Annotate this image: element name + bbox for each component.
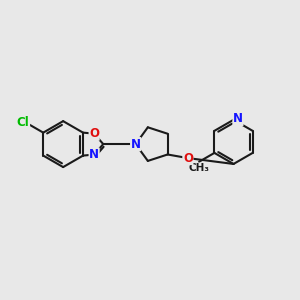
Text: O: O <box>89 127 99 140</box>
Text: Cl: Cl <box>17 116 29 129</box>
Text: N: N <box>233 112 243 125</box>
Text: N: N <box>130 138 141 151</box>
Text: N: N <box>89 148 99 161</box>
Text: O: O <box>183 152 193 165</box>
Text: CH₃: CH₃ <box>189 163 210 173</box>
